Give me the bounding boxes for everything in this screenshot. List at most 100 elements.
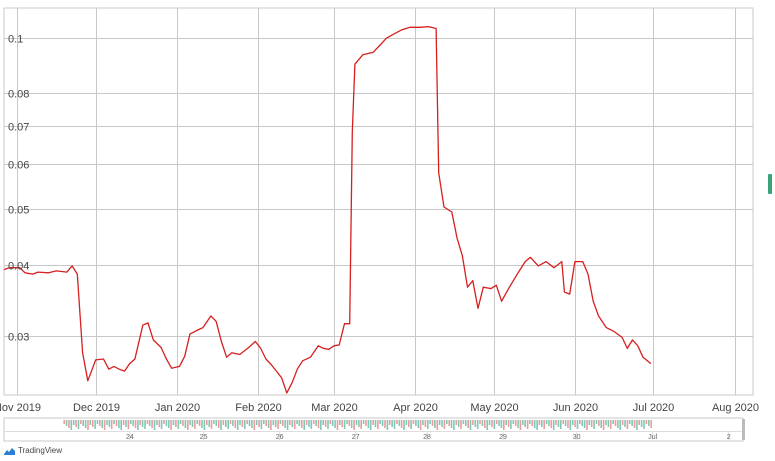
y-tick-label: 0.08 xyxy=(8,89,29,101)
navigator-bar xyxy=(412,420,415,424)
navigator-bar xyxy=(567,420,569,428)
navigator-bar xyxy=(636,420,638,430)
navigator-bar xyxy=(84,420,87,428)
navigator-bar xyxy=(427,420,429,429)
navigator-bar xyxy=(510,420,512,429)
navigator-bar xyxy=(650,420,652,428)
navigator-bar xyxy=(481,420,484,426)
navigator-bar xyxy=(548,420,550,426)
navigator-bar xyxy=(393,420,396,429)
navigator-bar xyxy=(222,420,225,425)
navigator-bar xyxy=(410,420,412,429)
navigator-bar xyxy=(645,420,648,424)
navigator-bar xyxy=(308,420,310,427)
navigator-bar xyxy=(127,420,130,429)
plot-frame xyxy=(3,7,754,396)
navigator-bar xyxy=(422,420,424,425)
navigator-bar xyxy=(619,420,621,430)
navigator-bar xyxy=(358,420,360,427)
navigator-label: 25 xyxy=(200,434,208,441)
navigator-bar xyxy=(177,420,180,429)
navigator-bar xyxy=(267,420,270,428)
navigator-bar xyxy=(609,420,612,429)
navigator-bar xyxy=(640,420,643,427)
navigator-label: Jul xyxy=(648,434,657,441)
navigator-bar xyxy=(555,420,557,425)
navigator-bar xyxy=(279,420,282,424)
navigator-bar xyxy=(465,420,467,426)
navigator-bar xyxy=(141,420,144,427)
navigator-bar xyxy=(362,420,365,424)
navigator-bar xyxy=(341,420,343,427)
y-tick-label: 0.1 xyxy=(8,34,23,46)
navigator-bar xyxy=(638,420,640,425)
navigator-bar xyxy=(379,420,381,424)
navigator-bar xyxy=(115,420,118,426)
tradingview-logo[interactable]: TradingView xyxy=(4,446,62,455)
navigator-bar xyxy=(153,420,156,430)
navigator-bar xyxy=(400,420,403,428)
navigator-bar xyxy=(244,420,246,429)
navigator-bar xyxy=(590,420,593,427)
navigator-bar xyxy=(569,420,572,430)
navigator-bar xyxy=(334,420,336,428)
navigator-bar xyxy=(624,420,626,427)
navigator-bar xyxy=(443,420,446,429)
navigator-bar xyxy=(633,420,636,428)
navigator-bar xyxy=(331,420,334,426)
navigator-bar xyxy=(377,420,379,429)
navigator-bar xyxy=(258,420,260,427)
navigator-bar xyxy=(232,420,234,426)
navigator-bar xyxy=(72,420,75,425)
navigator-bar xyxy=(429,420,431,424)
x-tick-label: Apr 2020 xyxy=(393,402,438,414)
navigator-bar xyxy=(531,420,534,426)
navigator-bar xyxy=(602,420,605,430)
navigator-bar xyxy=(571,420,574,425)
navigator-bar xyxy=(289,420,291,425)
navigator-bar xyxy=(595,420,598,424)
navigator-bar xyxy=(89,420,92,425)
navigator-bar xyxy=(251,420,253,428)
navigator-bar xyxy=(512,420,515,424)
x-axis-labels: Nov 2019 Dec 2019 Jan 2020 Feb 2020 Mar 2020… xyxy=(0,402,759,414)
navigator-bar xyxy=(322,420,324,425)
navigator-bar xyxy=(236,420,239,430)
navigator-bar xyxy=(255,420,258,425)
navigator-bar xyxy=(220,420,222,430)
navigator-bar xyxy=(187,420,189,430)
navigator-bar xyxy=(446,420,448,424)
navigator-bar xyxy=(529,420,531,424)
navigator-bar xyxy=(241,420,244,427)
navigator-bar xyxy=(282,420,284,426)
grid-lines xyxy=(3,7,754,396)
navigator-bar xyxy=(217,420,220,428)
x-tick-label: Jul 2020 xyxy=(633,402,675,414)
navigator-bar xyxy=(455,420,458,425)
y-tick-label: 0.04 xyxy=(8,261,29,273)
x-tick-label: Aug 2020 xyxy=(712,402,759,414)
price-scale-handle[interactable] xyxy=(768,174,772,194)
navigator-bar xyxy=(87,420,89,430)
navigator-bar xyxy=(355,420,358,425)
navigator-handle[interactable] xyxy=(742,419,745,440)
navigator-label: 26 xyxy=(276,434,284,441)
navigator-bar xyxy=(522,420,524,425)
navigator-bar xyxy=(550,420,553,428)
navigator-bar xyxy=(614,420,617,426)
navigator-bar xyxy=(148,420,151,426)
navigator-bar xyxy=(303,420,305,430)
navigator-bar xyxy=(144,420,146,429)
navigator-panel[interactable]: 24 25 26 27 28 29 30 Jul 2 xyxy=(3,417,745,442)
navigator-bar xyxy=(208,420,210,427)
navigator-bar xyxy=(593,420,595,429)
navigator-bar xyxy=(438,420,441,425)
navigator-bar xyxy=(415,420,417,426)
navigator-bar xyxy=(479,420,481,424)
navigator-bar xyxy=(579,420,581,424)
navigator-bar xyxy=(160,420,163,429)
navigator-bar xyxy=(265,420,267,426)
navigator-bar xyxy=(137,420,139,430)
navigator-label: 27 xyxy=(352,434,360,441)
